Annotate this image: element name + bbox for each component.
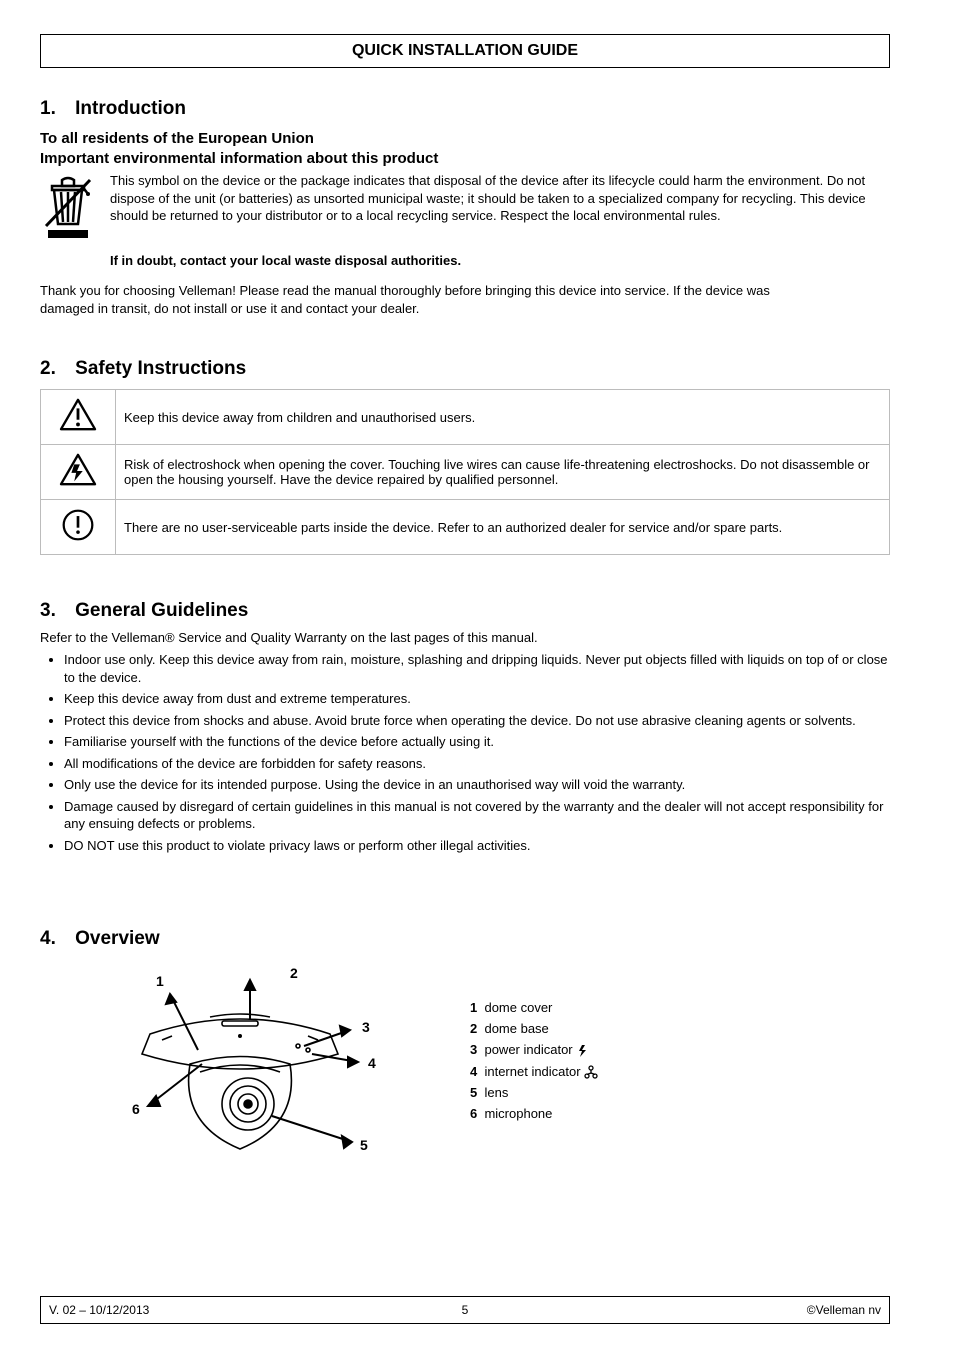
notice-circle-icon: [59, 508, 97, 542]
guidelines-section: 3. General Guidelines Refer to the Velle…: [40, 600, 890, 858]
list-item: Only use the device for its intended pur…: [64, 776, 890, 794]
list-item: Indoor use only. Keep this device away f…: [64, 651, 890, 686]
page-title: QUICK INSTALLATION GUIDE: [352, 42, 578, 60]
network-icon: [584, 1065, 598, 1079]
legend-row: 3 power indicator: [470, 1042, 598, 1058]
legend-label: power indicator: [484, 1042, 572, 1057]
list-item: Protect this device from shocks and abus…: [64, 712, 890, 730]
footer-copyright: ©Velleman nv: [468, 1303, 889, 1317]
section-1-title: Introduction: [75, 98, 186, 119]
guidelines-note: Refer to the Velleman® Service and Quali…: [40, 630, 890, 645]
footer-page-number: 5: [462, 1303, 469, 1317]
section-3-heading: 3. General Guidelines: [40, 600, 890, 622]
weee-paragraph-1: This symbol on the device or the package…: [110, 172, 880, 225]
footer-version: V. 02 – 10/12/2013: [41, 1303, 462, 1317]
title-box: QUICK INSTALLATION GUIDE: [40, 34, 890, 68]
section-3-num: 3.: [40, 600, 56, 621]
intro-toall: To all residents of the European Union: [40, 130, 314, 147]
legend-label: microphone: [484, 1106, 552, 1121]
list-item: All modifications of the device are forb…: [64, 755, 890, 773]
diagram-num-6: 6: [132, 1101, 140, 1117]
footer-box: V. 02 – 10/12/2013 5 ©Velleman nv: [40, 1296, 890, 1324]
legend-row: 2 dome base: [470, 1021, 598, 1036]
list-item: DO NOT use this product to violate priva…: [64, 837, 890, 855]
diagram-num-3: 3: [362, 1019, 370, 1035]
weee-paragraph-2: If in doubt, contact your local waste di…: [110, 252, 461, 270]
safety-icon-cell: [41, 390, 116, 445]
legend-num: 1: [470, 1000, 477, 1015]
safety-row: There are no user-serviceable parts insi…: [41, 500, 890, 555]
section-3-title: General Guidelines: [75, 600, 248, 621]
safety-text: There are no user-serviceable parts insi…: [116, 500, 890, 555]
shock-triangle-icon: [59, 453, 97, 487]
weee-bin-icon: [40, 172, 96, 242]
warning-triangle-icon: [59, 398, 97, 432]
list-item: Damage caused by disregard of certain gu…: [64, 798, 890, 833]
section-4-title: Overview: [75, 928, 160, 949]
guidelines-list: Indoor use only. Keep this device away f…: [64, 651, 890, 854]
legend-num: 6: [470, 1106, 477, 1121]
legend-label: dome cover: [484, 1000, 552, 1015]
safety-text: Keep this device away from children and …: [116, 390, 890, 445]
safety-text: Risk of electroshock when opening the co…: [116, 445, 890, 500]
list-item: Familiarise yourself with the functions …: [64, 733, 890, 751]
legend-label: lens: [484, 1085, 508, 1100]
section-2-heading: 2. Safety Instructions: [40, 358, 246, 380]
section-4-heading: 4. Overview: [40, 928, 160, 950]
diagram-num-5: 5: [360, 1137, 368, 1153]
legend-num: 4: [470, 1064, 477, 1079]
legend-label: dome base: [484, 1021, 548, 1036]
section-2-title: Safety Instructions: [75, 358, 246, 379]
legend-row: 6 microphone: [470, 1106, 598, 1121]
list-item: Keep this device away from dust and extr…: [64, 690, 890, 708]
legend-row: 4 internet indicator: [470, 1064, 598, 1080]
intro-envinfo: Important environmental information abou…: [40, 150, 438, 167]
section-1-heading: 1. Introduction: [40, 98, 186, 120]
section-1-num: 1.: [40, 98, 56, 119]
legend-row: 1 dome cover: [470, 1000, 598, 1015]
bolt-icon: [576, 1044, 590, 1058]
diagram-num-2: 2: [290, 965, 298, 981]
safety-icon-cell: [41, 500, 116, 555]
legend-num: 3: [470, 1042, 477, 1057]
diagram-num-4: 4: [368, 1055, 376, 1071]
overview-legend: 1 dome cover 2 dome base 3 power indicat…: [470, 1000, 598, 1121]
legend-row: 5 lens: [470, 1085, 598, 1100]
safety-row: Risk of electroshock when opening the co…: [41, 445, 890, 500]
legend-label: internet indicator: [484, 1064, 580, 1079]
intro-thanks: Thank you for choosing Velleman! Please …: [40, 282, 820, 317]
section-4-num: 4.: [40, 928, 56, 949]
camera-diagram: 1 2 3 4 5 6: [90, 954, 390, 1194]
safety-table: Keep this device away from children and …: [40, 389, 890, 555]
section-2-num: 2.: [40, 358, 56, 379]
legend-num: 2: [470, 1021, 477, 1036]
safety-icon-cell: [41, 445, 116, 500]
safety-row: Keep this device away from children and …: [41, 390, 890, 445]
diagram-num-1: 1: [156, 973, 164, 989]
legend-num: 5: [470, 1085, 477, 1100]
